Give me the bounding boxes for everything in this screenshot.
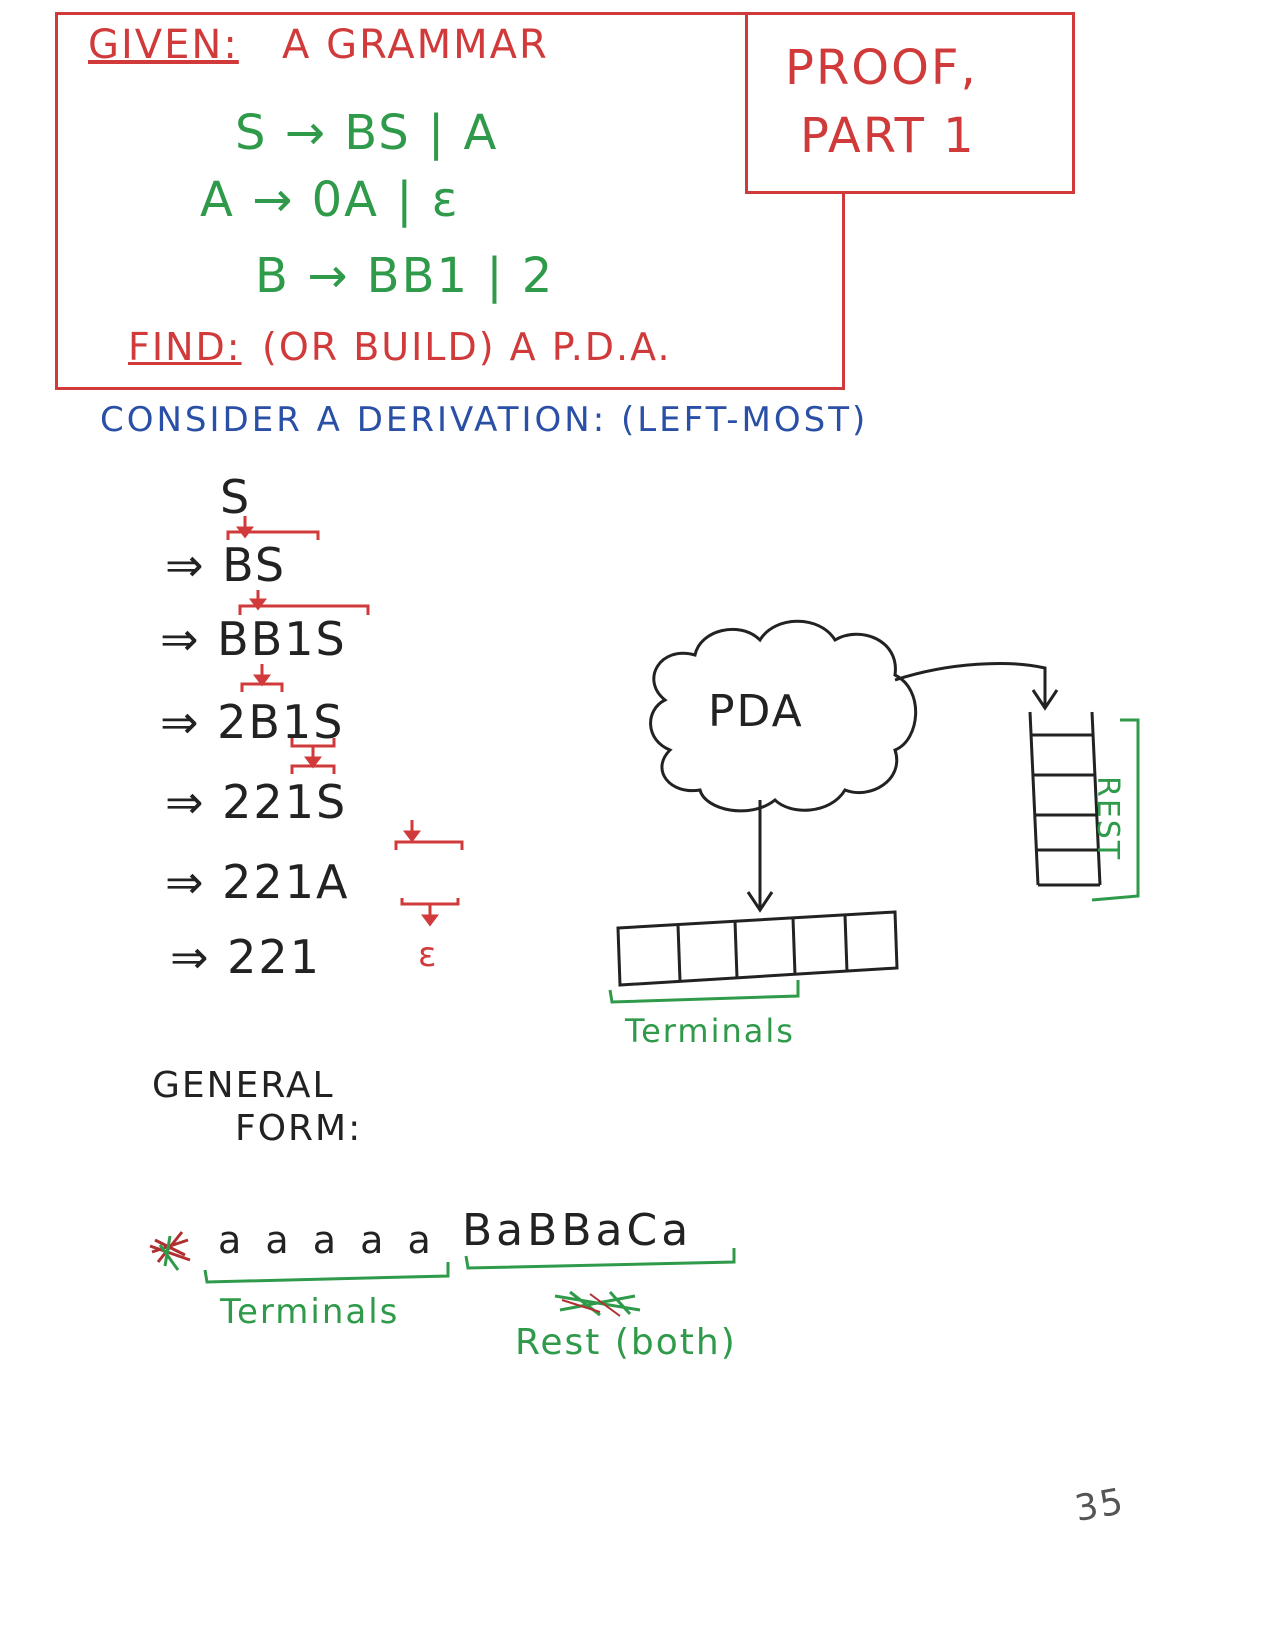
general-form-line2: FORM: — [235, 1108, 363, 1149]
general-form-terminals-string: a a a a a — [218, 1218, 437, 1262]
rule-a: A → 0A | ε — [200, 172, 460, 228]
general-form-line1: GENERAL — [152, 1065, 335, 1106]
tape-drawing — [616, 910, 899, 987]
proof-title-line2: PART 1 — [800, 108, 976, 164]
page-number: 35 — [1071, 1480, 1128, 1531]
rule-b: B → BB1 | 2 — [255, 248, 555, 304]
derivation-step-1: ⇒ BS — [165, 538, 287, 592]
stack-rest-label: REST — [1090, 776, 1125, 862]
find-text: (OR BUILD) A P.D.A. — [262, 325, 672, 369]
general-form-rest-string: BaBBaCa — [462, 1205, 693, 1256]
derivation-start: S — [220, 470, 252, 524]
rule-s: S → BS | A — [235, 105, 499, 161]
given-box — [55, 12, 845, 390]
derivation-step-6: ⇒ 221 — [170, 930, 321, 984]
derivation-heading: CONSIDER A DERIVATION: (LEFT-MOST) — [100, 400, 869, 440]
proof-title-line1: PROOF, — [785, 40, 978, 96]
pda-cloud-shape — [649, 619, 918, 813]
derivation-step-5: ⇒ 221A — [165, 855, 350, 909]
pda-label: PDA — [708, 686, 804, 737]
find-label: FIND: — [128, 325, 242, 369]
derivation-step-4: ⇒ 221S — [165, 775, 348, 829]
derivation-step-2: ⇒ BB1S — [160, 612, 347, 666]
derivation-epsilon: ε — [418, 935, 439, 975]
stack-drawing — [1028, 711, 1102, 887]
derivation-step-3: ⇒ 2B1S — [160, 695, 345, 749]
derivation-marks — [226, 516, 464, 927]
tape-terminals-label: Terminals — [625, 1012, 795, 1050]
given-text: A GRAMMAR — [282, 22, 549, 68]
general-form-terminals-label: Terminals — [220, 1292, 400, 1332]
general-form-rest-label: Rest (both) — [515, 1322, 737, 1363]
given-label: GIVEN: — [88, 22, 239, 68]
proof-box — [745, 12, 1075, 194]
